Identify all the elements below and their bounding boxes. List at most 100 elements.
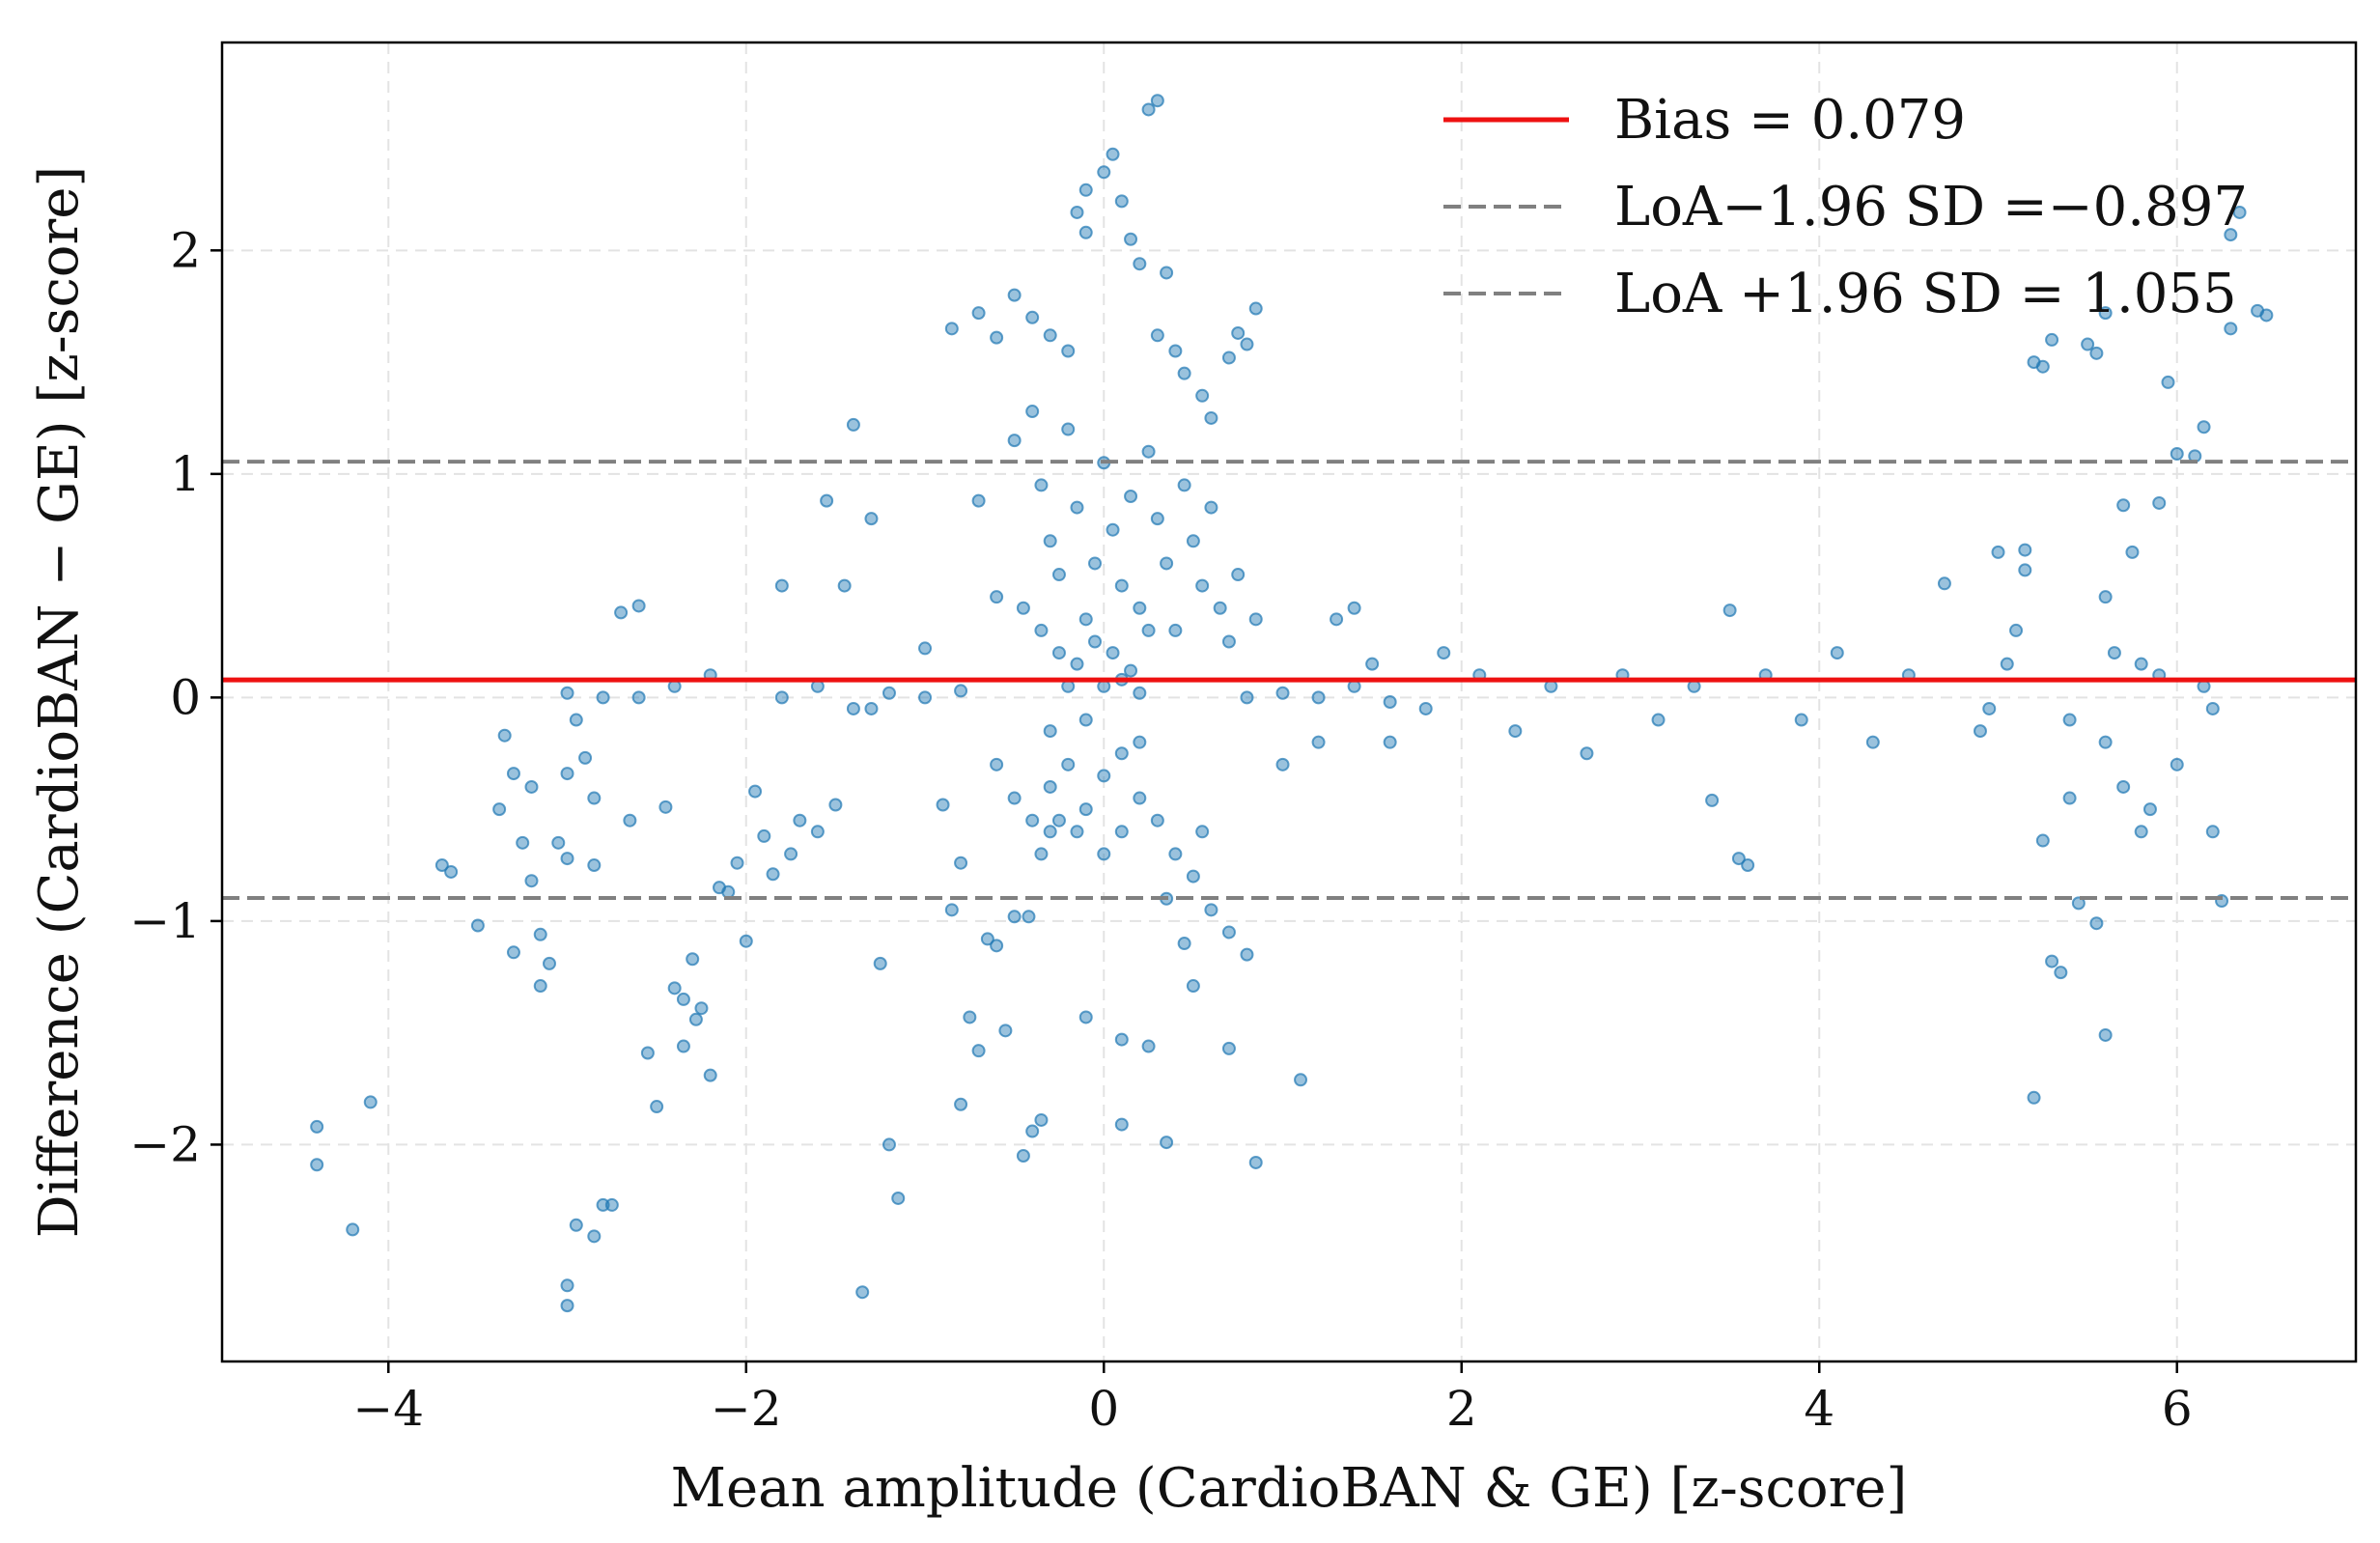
scatter-point bbox=[1311, 690, 1326, 705]
scatter-point bbox=[980, 932, 994, 946]
scatter-point bbox=[766, 867, 780, 882]
scatter-point bbox=[2161, 375, 2175, 389]
scatter-point bbox=[2125, 545, 2140, 559]
scatter-point bbox=[1114, 1032, 1129, 1047]
scatter-point bbox=[694, 1001, 709, 1016]
scatter-point bbox=[1070, 825, 1084, 839]
scatter-point bbox=[1106, 147, 1120, 161]
scatter-point bbox=[2054, 966, 2068, 980]
y-axis-label: Difference (CardioBAN − GE) [z-score] bbox=[28, 166, 91, 1239]
scatter-point bbox=[1330, 612, 1344, 627]
scatter-point bbox=[516, 835, 530, 850]
scatter-point bbox=[1133, 686, 1147, 700]
scatter-point bbox=[944, 903, 959, 917]
scatter-point bbox=[1051, 568, 1066, 582]
scatter-point bbox=[2081, 337, 2095, 351]
scatter-point bbox=[1114, 825, 1129, 839]
scatter-point bbox=[971, 306, 986, 321]
x-tick-label-1: −2 bbox=[711, 1381, 782, 1437]
scatter-point bbox=[774, 690, 789, 705]
scatter-point bbox=[1168, 847, 1183, 861]
scatter-point bbox=[1311, 735, 1326, 749]
scatter-point bbox=[1016, 1148, 1030, 1163]
scatter-point bbox=[1204, 903, 1218, 917]
scatter-point bbox=[578, 750, 593, 765]
scatter-point bbox=[1168, 344, 1183, 358]
scatter-point bbox=[560, 1278, 574, 1293]
scatter-point bbox=[820, 493, 834, 508]
scatter-point bbox=[1275, 757, 1290, 772]
y-tick-label-4: 2 bbox=[170, 222, 201, 278]
scatter-point bbox=[1051, 646, 1066, 660]
scatter-point bbox=[560, 852, 574, 866]
scatter-point bbox=[990, 330, 1004, 345]
scatter-point bbox=[793, 813, 807, 828]
x-tick-label-4: 4 bbox=[1804, 1381, 1834, 1437]
scatter-point bbox=[2089, 346, 2104, 360]
grid-lines bbox=[222, 42, 2356, 1361]
scatter-point bbox=[1580, 746, 1594, 761]
scatter-point bbox=[1383, 695, 1397, 709]
scatter-point bbox=[2197, 420, 2211, 435]
scatter-point bbox=[1114, 578, 1129, 593]
scatter-point bbox=[1865, 735, 1880, 749]
scatter-point bbox=[918, 690, 933, 705]
scatter-point bbox=[2018, 543, 2032, 557]
scatter-point bbox=[1177, 937, 1191, 951]
scatter-point bbox=[1025, 813, 1040, 828]
x-tick-label-2: 0 bbox=[1088, 1381, 1119, 1437]
scatter-point bbox=[2197, 679, 2211, 693]
scatter-point bbox=[2205, 701, 2220, 715]
scatter-point bbox=[864, 512, 879, 526]
scatter-point bbox=[882, 1137, 896, 1152]
scatter-point bbox=[686, 952, 700, 967]
scatter-point bbox=[1365, 657, 1380, 671]
scatter-point bbox=[1705, 793, 1720, 807]
scatter-point bbox=[1133, 601, 1147, 615]
x-tick-label-0: −4 bbox=[352, 1381, 424, 1437]
scatter-point bbox=[944, 322, 959, 336]
scatter-point bbox=[954, 856, 968, 870]
scatter-point bbox=[2116, 498, 2131, 513]
scatter-point bbox=[1177, 366, 1191, 380]
scatter-point bbox=[1022, 910, 1036, 924]
scatter-point bbox=[667, 981, 682, 996]
legend-entry-0: Bias = 0.079 bbox=[1614, 89, 1966, 152]
scatter-point bbox=[971, 493, 986, 508]
scatter-points bbox=[310, 94, 2274, 1313]
scatter-point bbox=[1231, 568, 1246, 582]
scatter-point bbox=[1025, 1124, 1040, 1138]
scatter-point bbox=[1221, 1041, 1236, 1055]
scatter-point bbox=[864, 701, 879, 715]
scatter-point bbox=[596, 690, 610, 705]
scatter-point bbox=[774, 578, 789, 593]
scatter-point bbox=[1722, 603, 1737, 618]
scatter-point bbox=[1007, 288, 1022, 302]
scatter-point bbox=[2035, 833, 2050, 848]
x-axis-label: Mean amplitude (CardioBAN & GE) [z-score… bbox=[671, 1457, 1908, 1520]
scatter-point bbox=[569, 713, 583, 727]
scatter-point bbox=[971, 1044, 986, 1058]
scatter-point bbox=[1437, 646, 1451, 660]
scatter-point bbox=[569, 1218, 583, 1232]
scatter-point bbox=[2170, 447, 2184, 462]
scatter-point bbox=[2170, 757, 2184, 772]
scatter-point bbox=[1195, 578, 1210, 593]
scatter-point bbox=[1347, 601, 1361, 615]
scatter-point bbox=[560, 1299, 574, 1313]
scatter-point bbox=[524, 779, 539, 794]
scatter-point bbox=[1973, 724, 1987, 739]
scatter-point bbox=[2224, 228, 2238, 242]
scatter-point bbox=[1186, 869, 1200, 884]
plot-frame bbox=[220, 41, 2358, 1363]
scatter-point bbox=[1240, 947, 1254, 962]
scatter-point bbox=[2232, 205, 2247, 219]
scatter-point bbox=[1150, 512, 1164, 526]
scatter-point bbox=[1141, 623, 1156, 637]
scatter-point bbox=[543, 956, 557, 970]
scatter-point bbox=[1078, 225, 1093, 239]
scatter-point bbox=[2098, 306, 2113, 321]
scatter-point bbox=[810, 825, 825, 839]
scatter-point bbox=[1124, 663, 1138, 678]
x-tick-label-5: 6 bbox=[2162, 1381, 2193, 1437]
